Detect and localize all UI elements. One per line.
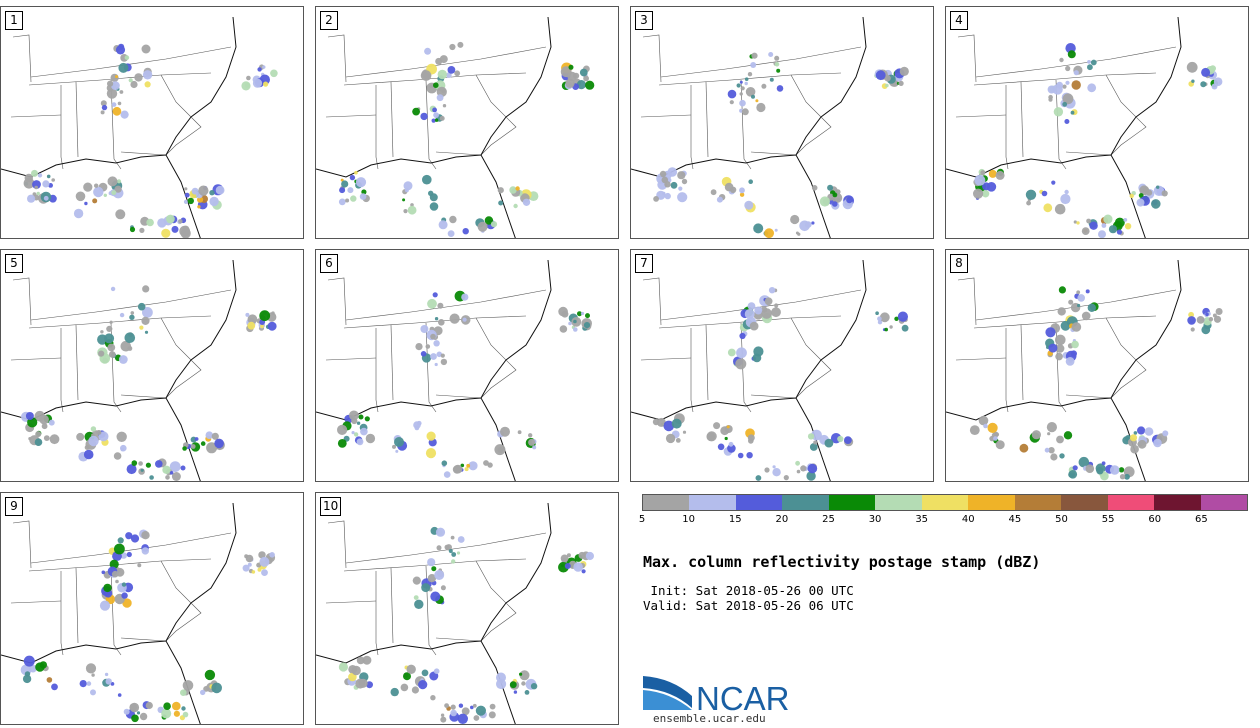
panel-6: 6 <box>315 249 619 482</box>
panel-number: 10 <box>320 497 342 516</box>
reflectivity-map <box>316 502 594 724</box>
panel-number: 9 <box>5 497 23 516</box>
logo-url: ensemble.ucar.edu <box>653 712 766 725</box>
colorbar-tick: 55 <box>1101 514 1115 525</box>
valid-time: Valid: Sat 2018-05-26 06 UTC <box>643 598 854 613</box>
panel-number: 3 <box>635 11 653 30</box>
colorbar-tick: 35 <box>915 514 929 525</box>
panel-number: 5 <box>5 254 23 273</box>
colorbar-swatch <box>875 495 922 510</box>
colorbar-tick: 50 <box>1055 514 1068 525</box>
panel-number: 7 <box>635 254 653 273</box>
panel-4: 4 <box>945 6 1249 239</box>
colorbar-tick: 45 <box>1008 514 1022 525</box>
panel-2: 2 <box>315 6 619 239</box>
colorbar-swatch <box>828 495 876 510</box>
panel-10: 10 <box>315 492 619 725</box>
ncar-logo: NCAR <box>643 676 790 717</box>
colorbar-swatch <box>968 495 1015 510</box>
panel-number: 4 <box>950 11 968 30</box>
colorbar-swatch <box>1061 495 1108 510</box>
panel-number: 6 <box>320 254 338 273</box>
reflectivity-map <box>1 16 278 238</box>
logo-text: NCAR <box>696 680 790 717</box>
panel-number: 1 <box>5 11 23 30</box>
colorbar-tick: 30 <box>868 514 882 525</box>
reflectivity-map <box>316 259 592 481</box>
panel-9: 9 <box>0 492 304 725</box>
panel-3: 3 <box>630 6 934 239</box>
panel-1: 1 <box>0 6 304 239</box>
colorbar <box>642 494 1248 511</box>
reflectivity-map <box>1 502 276 724</box>
colorbar-swatch <box>1200 495 1248 510</box>
colorbar-swatch <box>643 495 690 510</box>
colorbar-swatch <box>782 495 829 510</box>
colorbar-tick-labels: 5 10 15 20 25 30 35 40 45 50 55 60 65 <box>638 514 1248 528</box>
panel-5: 5 <box>0 249 304 482</box>
panel-number: 8 <box>950 254 968 273</box>
figure-title: Max. column reflectivity postage stamp (… <box>643 553 1041 571</box>
reflectivity-map <box>631 16 909 238</box>
colorbar-swatch <box>1107 495 1155 510</box>
reflectivity-map <box>631 259 909 481</box>
panel-7: 7 <box>630 249 934 482</box>
panel-number: 2 <box>320 11 338 30</box>
colorbar-tick: 15 <box>728 514 742 525</box>
colorbar-tick: 65 <box>1195 514 1208 525</box>
colorbar-swatch <box>689 495 736 510</box>
colorbar-swatch <box>735 495 783 510</box>
colorbar-swatch <box>1014 495 1062 510</box>
colorbar-tick: 25 <box>822 514 835 525</box>
colorbar-swatch <box>1154 495 1201 510</box>
init-time: Init: Sat 2018-05-26 00 UTC <box>643 583 854 598</box>
colorbar-tick: 5 <box>638 514 646 525</box>
reflectivity-map <box>946 16 1223 238</box>
colorbar-tick: 20 <box>775 514 789 525</box>
reflectivity-map <box>1 259 277 481</box>
colorbar-tick: 40 <box>961 514 975 525</box>
colorbar-swatch <box>921 495 969 510</box>
panel-8: 8 <box>945 249 1249 482</box>
colorbar-tick: 10 <box>682 514 695 525</box>
colorbar-tick: 60 <box>1148 514 1162 525</box>
reflectivity-map <box>946 259 1223 481</box>
reflectivity-map <box>316 16 595 238</box>
